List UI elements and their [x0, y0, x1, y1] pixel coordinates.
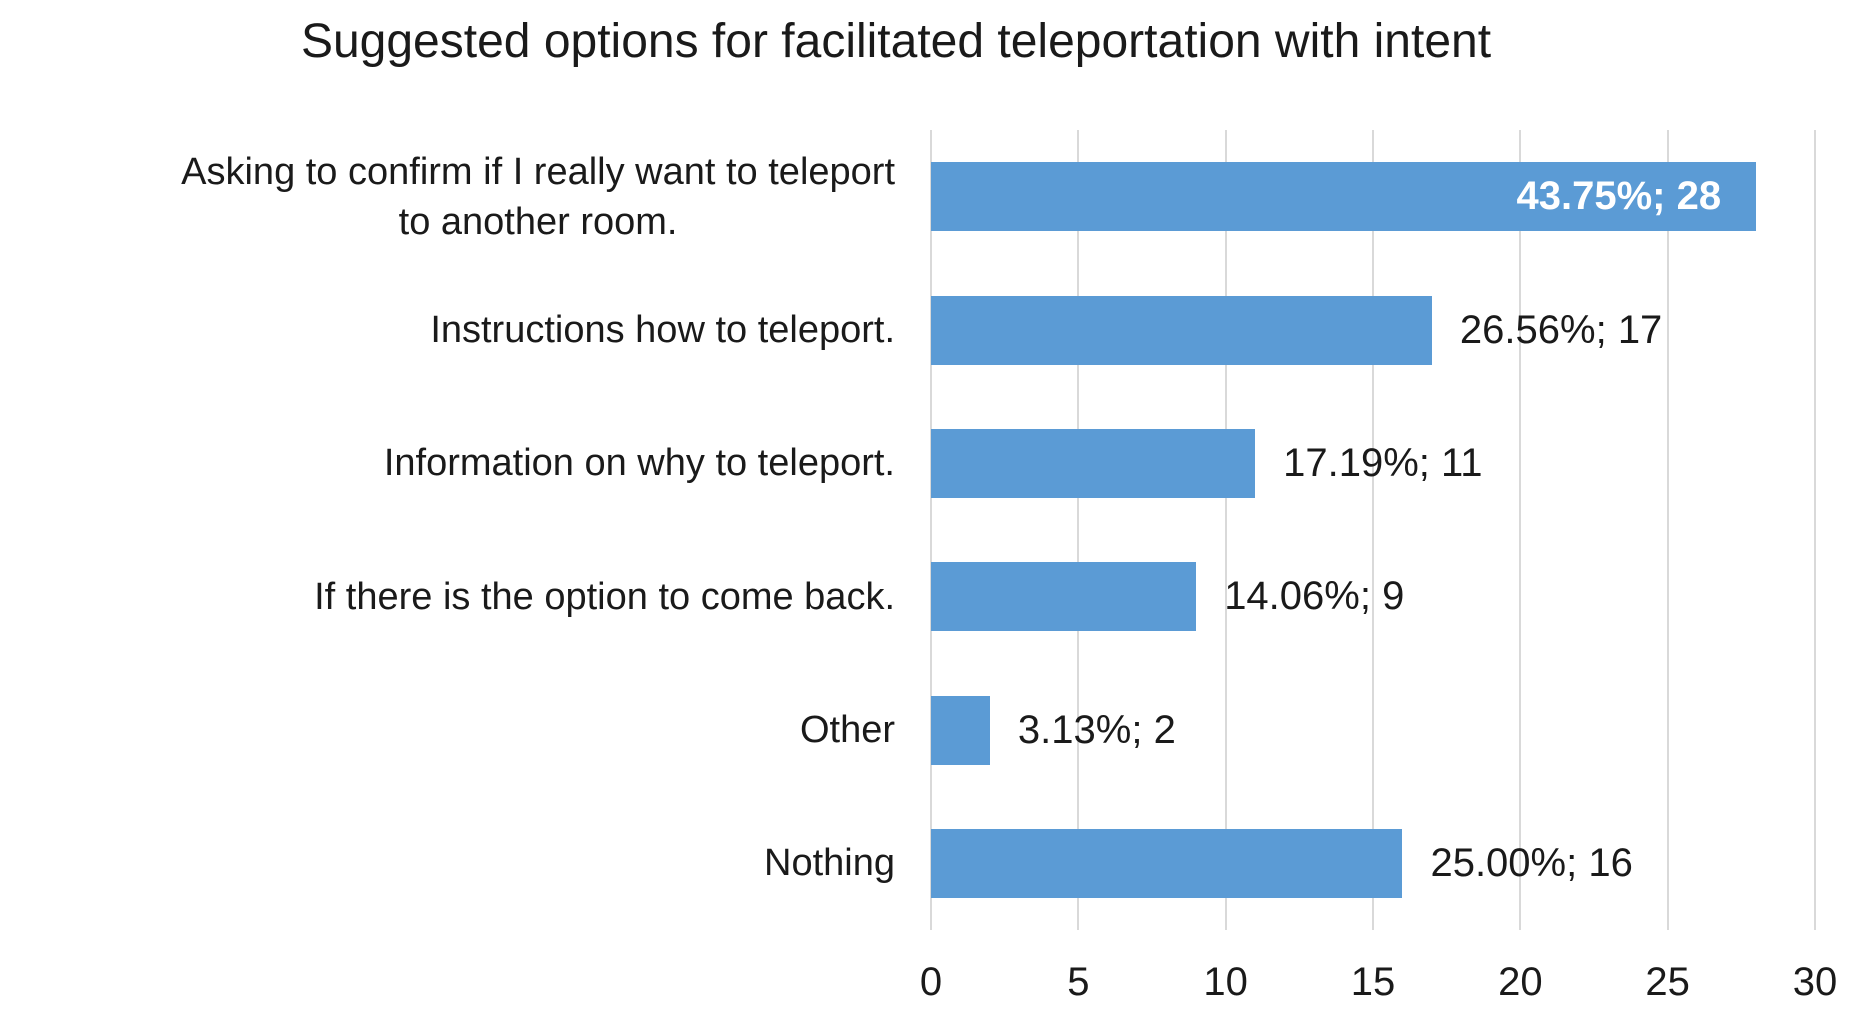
category-label: If there is the option to come back. [0, 530, 895, 663]
x-tick-label: 20 [1498, 960, 1543, 1004]
value-label: 43.75%; 28 [1516, 174, 1722, 219]
gridline [1519, 130, 1522, 930]
value-label: 17.19%; 11 [1283, 440, 1483, 485]
category-label: Information on why to teleport. [0, 397, 895, 530]
value-label: 3.13%; 2 [1017, 707, 1176, 752]
x-tick-label: 15 [1350, 960, 1396, 1004]
category-label-text: If there is the option to come back. [314, 575, 895, 618]
value-label: 25.00%; 16 [1430, 840, 1633, 885]
value-label: 26.56%; 17 [1459, 307, 1663, 352]
bar [931, 162, 1757, 232]
value-label: 14.06%; 9 [1224, 574, 1405, 619]
gridline [1666, 130, 1669, 930]
category-label-text: Information on why to teleport. [383, 442, 895, 485]
category-label: Nothing [0, 797, 895, 930]
chart-title: Suggested options for facilitated telepo… [300, 15, 1492, 68]
bar [931, 428, 1256, 498]
bar [931, 695, 990, 765]
category-label-text: Nothing [764, 842, 895, 885]
x-tick-label: 30 [1792, 960, 1838, 1004]
gridline [1372, 130, 1374, 930]
category-label-text: Other [799, 708, 895, 751]
gridline [1077, 130, 1080, 930]
x-tick-label: 5 [1067, 960, 1090, 1004]
category-label-text: Instructions how to teleport. [430, 308, 895, 351]
x-tick-label: 0 [919, 960, 943, 1004]
x-tick-label: 25 [1645, 960, 1690, 1004]
gridline [1814, 130, 1816, 930]
bar [931, 828, 1403, 898]
category-label: Asking to confirm if I really want to te… [0, 130, 895, 263]
category-label: Other [0, 663, 895, 796]
category-label: Instructions how to teleport. [0, 263, 895, 396]
gridline [1224, 130, 1227, 930]
bar [931, 562, 1197, 632]
x-tick-label: 10 [1203, 960, 1248, 1004]
category-label-text: Asking to confirm if I really want to te… [181, 150, 895, 243]
gridline [930, 130, 932, 930]
bar [931, 295, 1432, 365]
